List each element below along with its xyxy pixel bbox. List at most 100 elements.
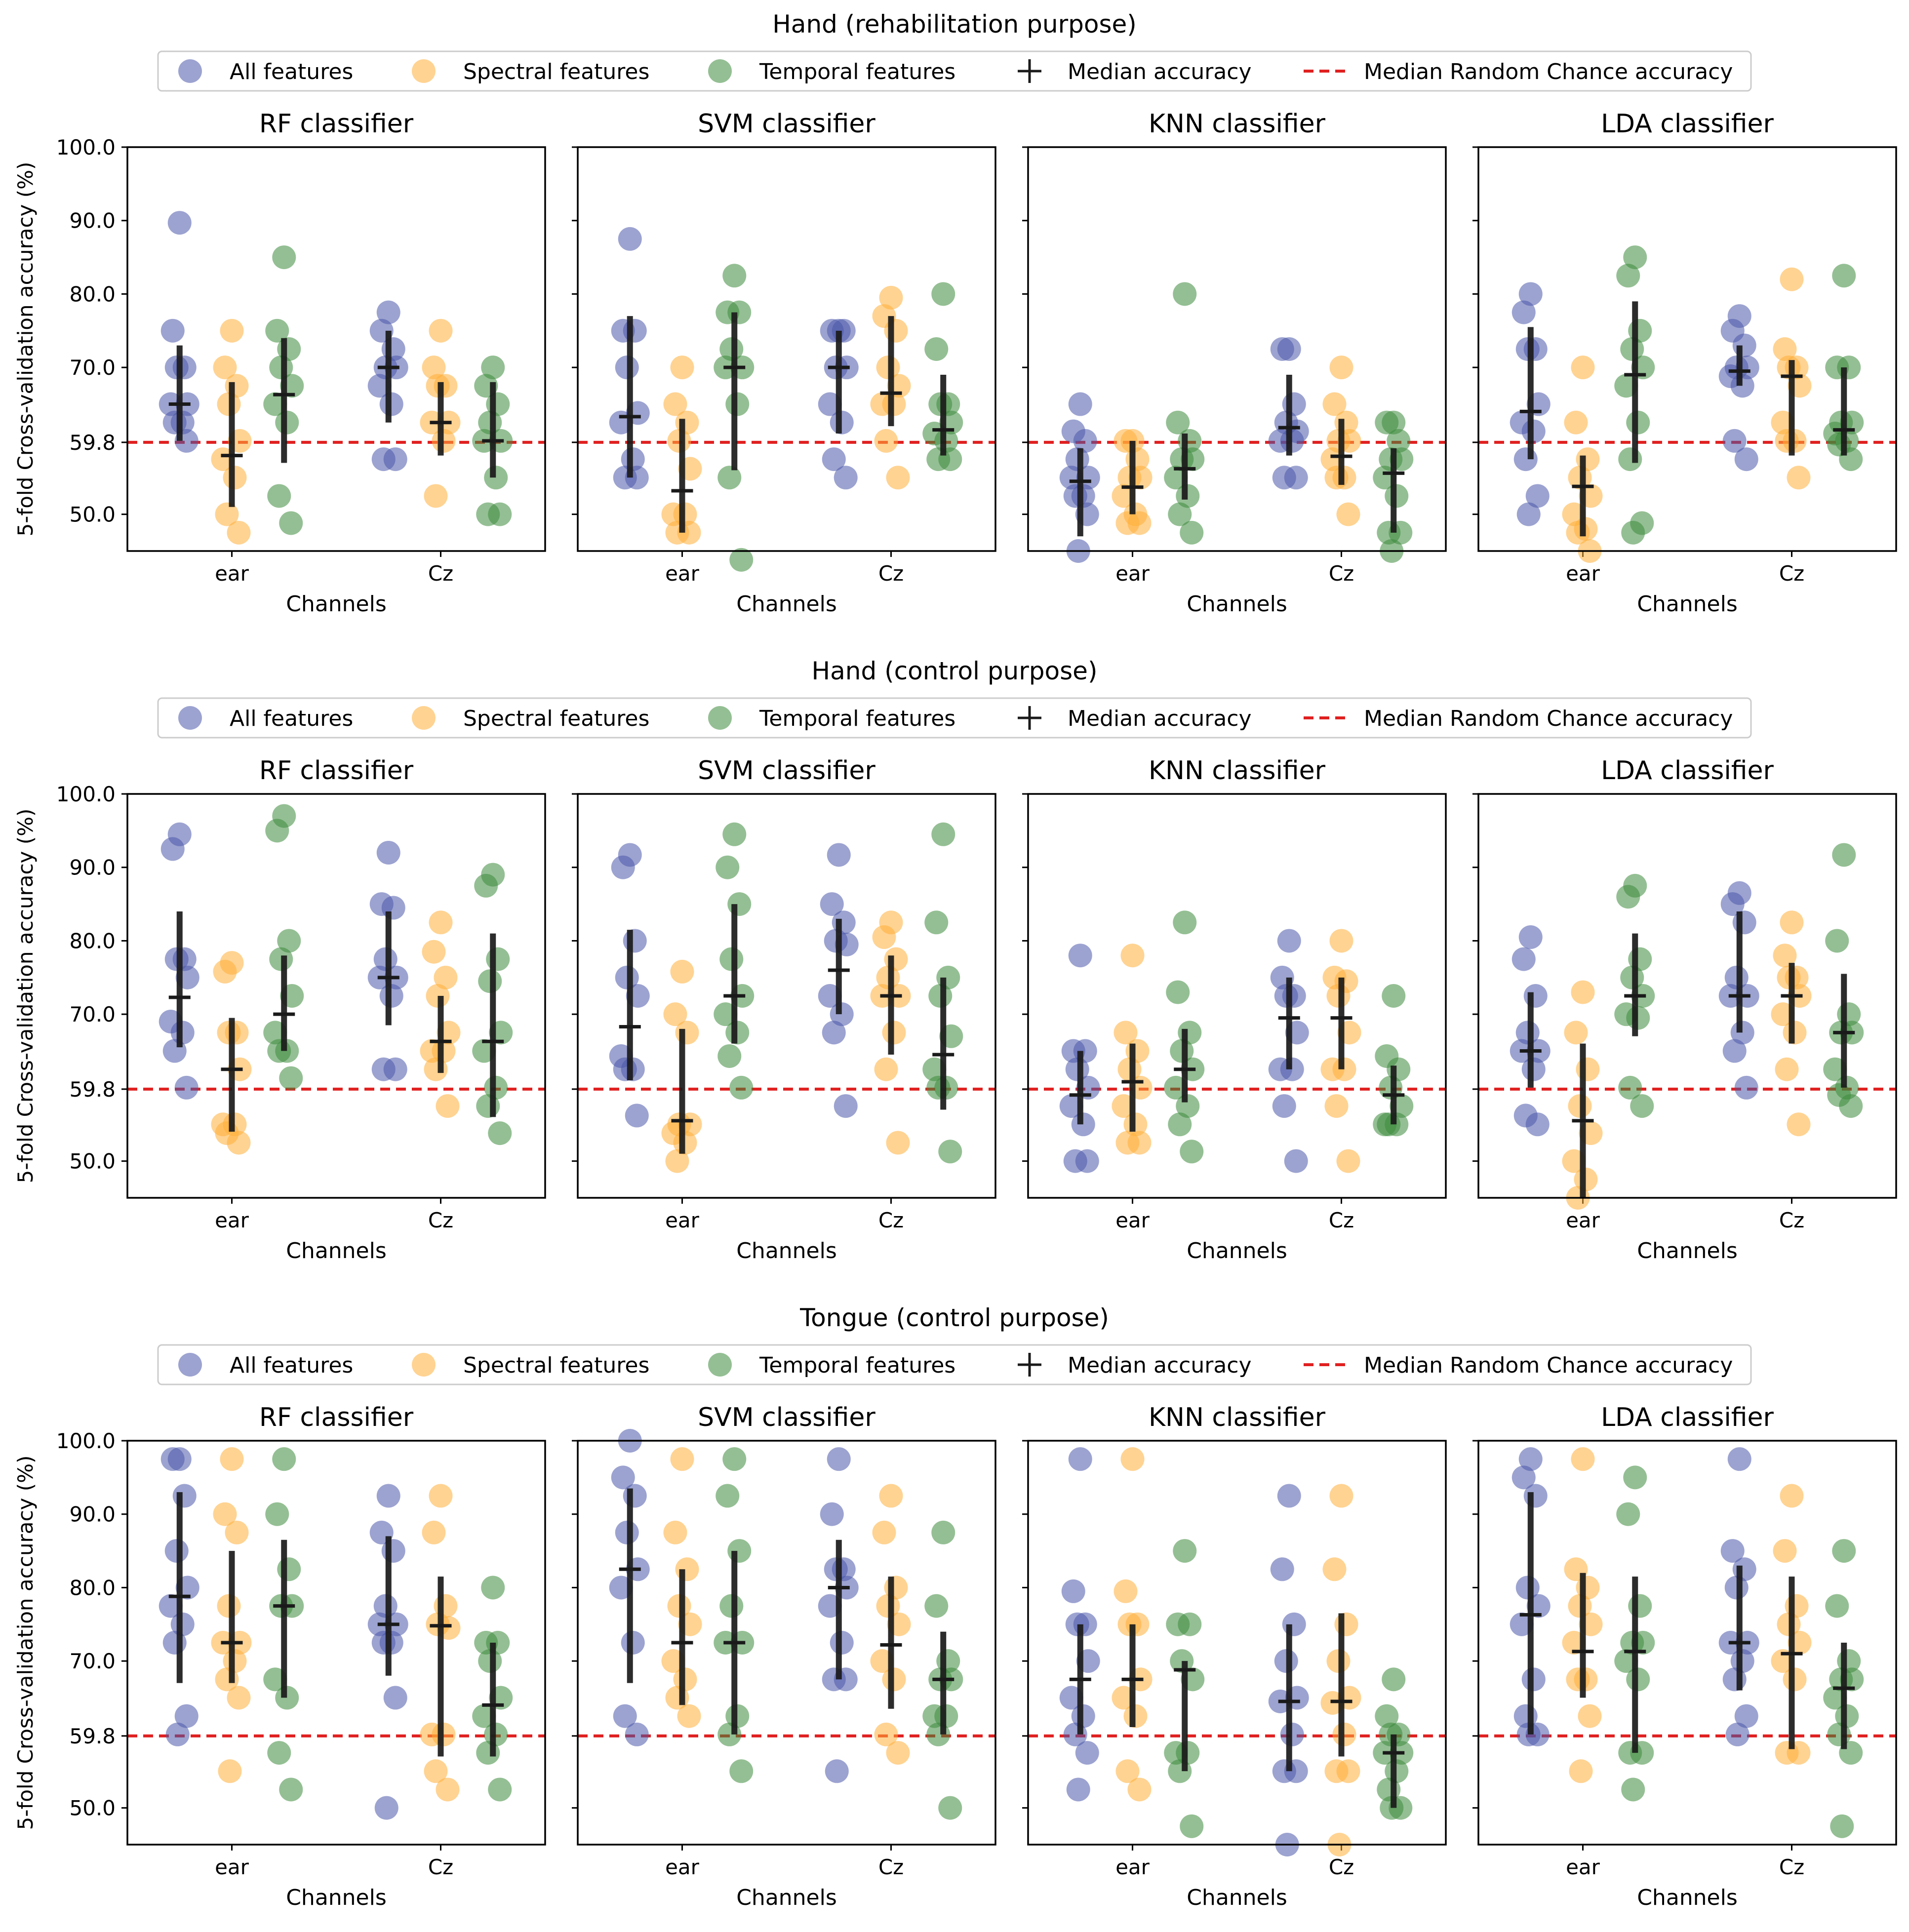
x-tick-label: ear — [1115, 1208, 1150, 1232]
data-point — [1616, 1502, 1640, 1526]
legend-marker — [178, 59, 202, 83]
data-point — [429, 910, 453, 935]
data-point — [1270, 337, 1294, 361]
data-point — [174, 1704, 199, 1728]
data-point — [1832, 1539, 1856, 1563]
data-point — [834, 466, 858, 490]
data-point — [1518, 925, 1543, 949]
data-point — [623, 1484, 647, 1508]
data-point — [429, 318, 453, 343]
data-point — [481, 355, 505, 380]
figure-title: Hand (control purpose) — [812, 657, 1098, 685]
data-point — [1727, 1447, 1751, 1471]
data-point — [820, 892, 844, 916]
data-point — [611, 1465, 635, 1490]
legend-label: Temporal features — [759, 1353, 955, 1378]
data-point — [675, 1021, 699, 1045]
x-tick-label: ear — [665, 1855, 700, 1879]
legend-label: Median accuracy — [1068, 59, 1252, 84]
data-point — [172, 1484, 197, 1508]
series-spectral-ear — [1112, 429, 1153, 535]
figure-row-3: Tongue (control purpose) All features Spec… — [13, 1303, 1897, 1910]
data-point — [1173, 910, 1197, 935]
data-point — [670, 355, 694, 380]
data-point — [1623, 245, 1647, 270]
legend-marker — [708, 59, 732, 83]
y-tick-label: 80.0 — [69, 1576, 116, 1600]
legend-spectral-features: Spectral features — [412, 1353, 649, 1378]
data-point — [618, 227, 642, 251]
data-point — [1178, 1612, 1202, 1636]
plot-frame — [1477, 793, 1897, 1199]
data-point — [1180, 520, 1204, 545]
data-point — [213, 1502, 237, 1526]
data-point — [1525, 1112, 1550, 1137]
data-point — [1787, 1112, 1811, 1137]
series-spectral-cz — [1771, 267, 1812, 490]
data-point — [1732, 333, 1756, 357]
data-point — [374, 1796, 398, 1820]
panel-title: RF classifier — [259, 756, 414, 786]
data-point — [1270, 1557, 1294, 1581]
legend-label: Median Random Chance accuracy — [1364, 59, 1733, 84]
series-spectral-cz — [1771, 1484, 1812, 1765]
data-point — [265, 1502, 289, 1526]
x-tick-label: ear — [1566, 561, 1600, 586]
data-point — [1576, 1057, 1600, 1081]
data-point — [1329, 1484, 1353, 1508]
legend-label: Temporal features — [759, 706, 955, 731]
data-point — [924, 1594, 949, 1618]
x-tick-label: ear — [665, 1208, 700, 1232]
panel-title: RF classifier — [259, 109, 414, 139]
data-point — [1569, 1759, 1593, 1783]
panel-knn: KNN classifier ear Cz Channels — [1022, 1403, 1447, 1910]
data-point — [886, 1741, 910, 1765]
data-point — [1166, 980, 1190, 1004]
data-point — [1734, 1075, 1758, 1100]
series-all-ear — [1510, 925, 1551, 1137]
data-point — [625, 1104, 649, 1128]
data-point — [481, 1576, 505, 1600]
series-all-cz — [1718, 881, 1759, 1100]
legend-marker — [178, 1353, 202, 1377]
data-point — [1722, 1039, 1747, 1063]
data-point — [1066, 1777, 1090, 1802]
x-tick-label: Cz — [1779, 1855, 1804, 1879]
y-tick-label: 50.0 — [69, 1149, 116, 1174]
data-point — [1168, 1112, 1192, 1137]
data-point — [1720, 892, 1745, 916]
data-point — [1832, 843, 1856, 867]
data-point — [1734, 1704, 1758, 1728]
x-tick-label: ear — [1115, 561, 1150, 586]
data-point — [717, 1722, 742, 1746]
data-point — [1127, 1131, 1152, 1155]
panel-title: KNN classifier — [1149, 1403, 1326, 1432]
data-point — [1168, 502, 1192, 526]
data-point — [1068, 1447, 1092, 1471]
legend-label: Spectral features — [463, 706, 649, 731]
data-point — [825, 1759, 849, 1783]
series-all-cz — [1268, 1484, 1309, 1856]
data-point — [422, 940, 446, 964]
data-point — [376, 1484, 400, 1508]
data-point — [376, 300, 400, 324]
legend-label: All features — [230, 1353, 353, 1378]
panel-title: RF classifier — [259, 1403, 414, 1432]
series-all-ear — [1059, 944, 1100, 1173]
series-temporal-cz — [1373, 984, 1414, 1137]
series-spectral-cz — [1771, 910, 1812, 1137]
data-point — [167, 211, 192, 235]
data-point — [924, 337, 949, 361]
panel-svm: SVM classifier ear Cz Channels — [572, 1403, 996, 1910]
panel-svm: SVM classifier ear Cz Channels — [572, 109, 996, 617]
data-point — [213, 959, 237, 984]
data-point — [820, 1502, 844, 1526]
series-temporal-ear — [263, 1447, 304, 1802]
x-tick-label: ear — [215, 561, 249, 586]
series-temporal-cz — [922, 282, 963, 472]
data-point — [1073, 429, 1097, 453]
data-point — [1511, 947, 1536, 971]
data-point — [488, 1121, 512, 1145]
data-point — [886, 466, 910, 490]
series-temporal-ear — [1164, 282, 1205, 545]
